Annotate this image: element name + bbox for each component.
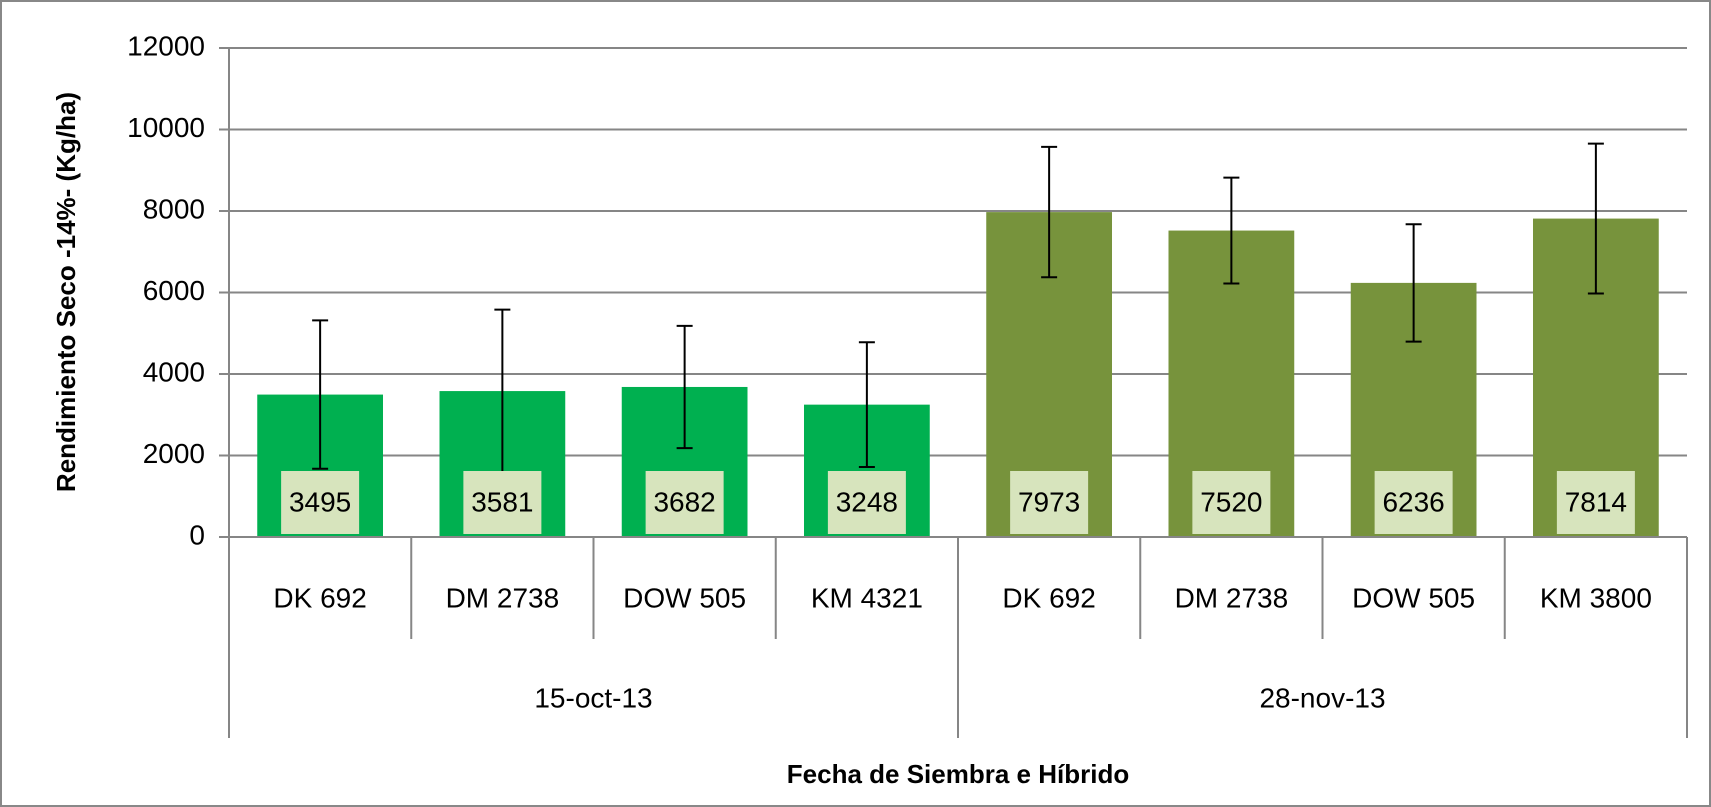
value-label-box [645,471,724,534]
x-tick-label: DOW 505 [623,582,746,613]
x-axis-title: Fecha de Siembra e Híbrido [787,759,1129,789]
x-tick-label: KM 4321 [811,582,923,613]
y-tick-label: 0 [189,519,205,550]
value-label: 3495 [289,486,351,517]
x-tick-label: DM 2738 [446,582,560,613]
x-tick-label: KM 3800 [1540,582,1652,613]
value-label: 7973 [1018,486,1080,517]
y-tick-label: 10000 [127,112,205,143]
x-tick-label: DM 2738 [1175,582,1289,613]
y-tick-label: 8000 [143,193,205,224]
value-label: 7520 [1200,486,1262,517]
value-label-box [1010,471,1089,534]
value-label-box [281,471,360,534]
value-label-box [827,471,906,534]
value-label: 3682 [653,486,715,517]
value-label-box [463,471,542,534]
value-label: 7814 [1565,486,1627,517]
value-label: 3248 [836,486,898,517]
y-tick-label: 6000 [143,275,205,306]
group-label: 15-oct-13 [534,682,652,713]
y-tick-label: 12000 [127,30,205,61]
group-label: 28-nov-13 [1259,682,1385,713]
x-tick-label: DK 692 [273,582,366,613]
x-tick-label: DK 692 [1002,582,1095,613]
y-axis-title: Rendimiento Seco -14%- (Kg/ha) [51,92,81,492]
value-label-box [1556,471,1635,534]
y-tick-label: 4000 [143,356,205,387]
value-label: 3581 [471,486,533,517]
y-tick-label: 2000 [143,438,205,469]
value-label: 6236 [1382,486,1444,517]
value-label-box [1192,471,1271,534]
value-label-box [1374,471,1453,534]
x-tick-label: DOW 505 [1352,582,1475,613]
